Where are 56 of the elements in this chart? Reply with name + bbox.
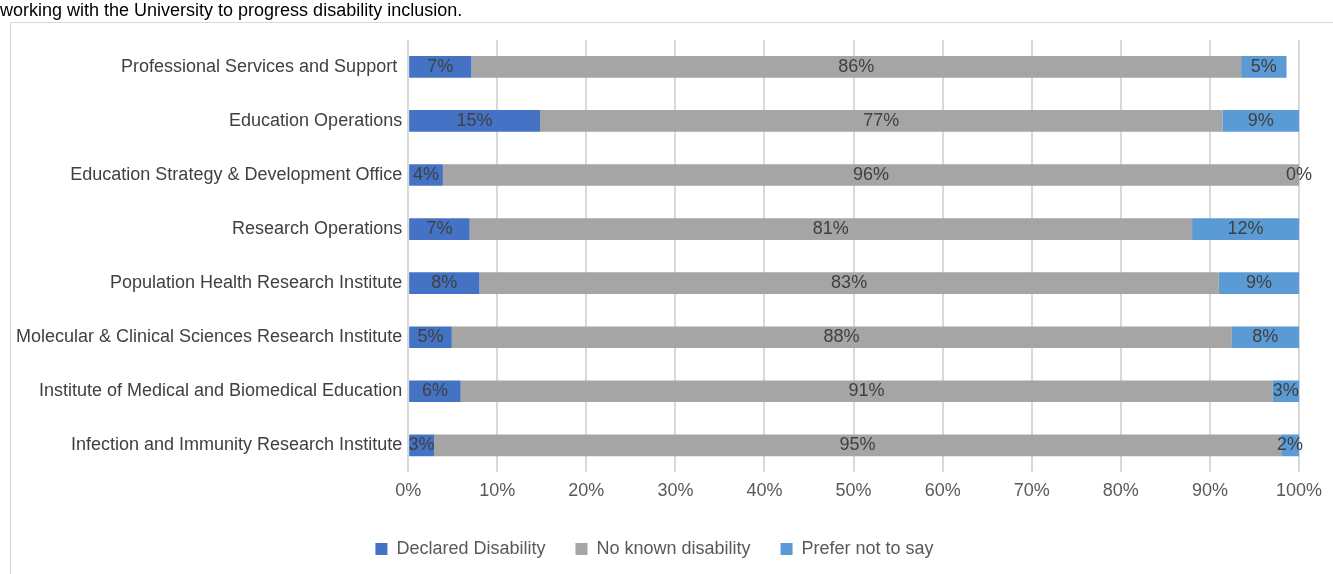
bar [409,110,541,132]
bar [479,272,1219,294]
data-label: 81% [812,218,849,239]
data-label: 8% [1252,326,1279,347]
x-tick-label: 30% [657,480,694,501]
bar [1192,218,1299,240]
bar [469,218,1193,240]
x-tick-label: 0% [395,480,422,501]
y-tick-label: Education Operations [229,109,403,130]
bar [471,56,1242,78]
x-tick-label: 90% [1191,480,1228,501]
y-tick-label: Infection and Immunity Research Institute [70,434,403,455]
x-tick-label: 80% [1102,480,1139,501]
data-label: 95% [839,434,876,455]
data-label: 7% [426,218,453,239]
bar [409,218,470,240]
x-tick-label: 100% [1275,480,1323,501]
y-tick-label: Professional Services and Support [121,55,403,76]
y-tick-label: Education Strategy & Development Office [70,163,403,184]
y-tick-label: Population Health Research Institute [109,272,403,293]
bar [460,380,1273,403]
data-label: 88% [823,326,860,347]
y-tick-label: Molecular & Clinical Sciences Research Institute [15,326,403,347]
data-label: 6% [421,380,448,401]
data-label: 0% [1285,163,1313,184]
text: working with the University to progress disability inclusion. [0,0,463,20]
data-label: 77% [863,109,900,130]
data-label: 9% [1245,272,1272,293]
bar [540,110,1223,132]
bar [451,326,1232,349]
bar [1222,110,1299,132]
x-tick-label: 40% [746,480,783,501]
data-label: 3% [408,434,435,455]
y-tick-label: Institute of Medical and Biomedical Education [38,380,403,401]
y-tick-label: Research Operations [232,218,403,239]
data-label: 3% [1272,380,1299,401]
data-label: 7% [427,55,454,76]
data-label: 83% [831,272,868,293]
x-tick-label: 70% [1013,480,1050,501]
data-label: 96% [852,163,889,184]
data-label: 5% [417,326,444,347]
data-label: 9% [1247,109,1274,130]
legend-label: Prefer not to say [801,537,934,558]
x-tick-label: 20% [568,480,605,501]
x-tick-label: 50% [835,480,872,501]
data-label: 86% [838,55,875,76]
data-label: 5% [1250,55,1277,76]
legend-label: No known disability [596,537,751,558]
data-label: 15% [456,109,493,130]
data-label: 4% [413,163,440,184]
legend-label: Declared Disability [396,537,546,558]
data-label: 91% [848,380,885,401]
x-tick-label: 60% [924,480,961,501]
x-tick-label: 10% [479,480,516,501]
data-label: 12% [1227,218,1264,239]
data-label: 8% [431,272,458,293]
